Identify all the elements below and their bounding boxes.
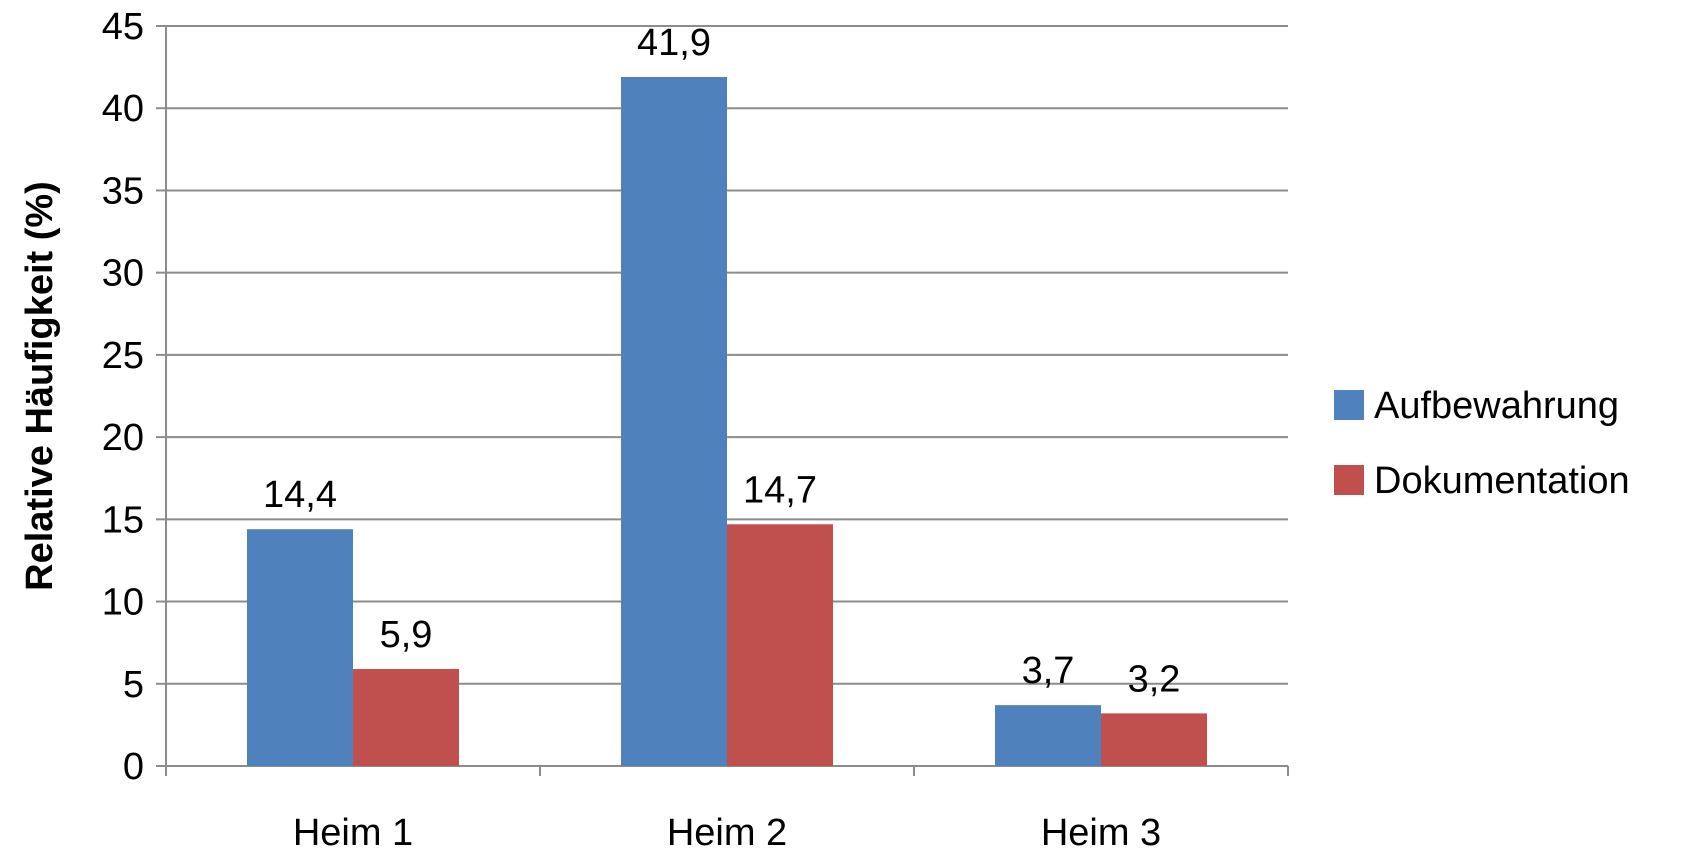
legend-label: Dokumentation [1374,460,1630,502]
y-tick-label: 10 [102,582,144,624]
y-tick-label: 20 [102,417,144,459]
data-label: 3,2 [1128,658,1181,700]
legend-label: Aufbewahrung [1374,385,1619,427]
data-label: 14,7 [743,469,817,511]
bar-aufbewahrung [995,705,1101,766]
x-tick-label: Heim 3 [1041,812,1161,854]
legend: Aufbewahrung Dokumentation [1334,385,1630,502]
data-label: 3,7 [1022,650,1075,692]
legend-swatch [1334,390,1364,420]
bar-dokumentation [1101,713,1207,766]
axes: 0 5 10 15 20 25 30 35 40 45 Heim 1 Heim 2 Heim 3 [102,6,1289,854]
y-tick-label: 5 [123,664,144,706]
y-tick-label: 25 [102,335,144,377]
y-tick-label: 40 [102,88,144,130]
y-axis-title: Relative Häufigkeit (%) [19,181,61,591]
y-tick-label: 45 [102,6,144,48]
legend-swatch [1334,465,1364,495]
data-labels: 14,4 5,9 41,9 14,7 3,7 3,2 [263,22,1180,700]
bar-aufbewahrung [621,76,727,766]
y-tick-label: 15 [102,499,144,541]
data-label: 5,9 [380,614,433,656]
bars [247,76,1207,766]
bar-dokumentation [727,524,833,766]
x-tick-label: Heim 2 [667,812,787,854]
data-label: 41,9 [637,22,711,64]
x-tick-label: Heim 1 [293,812,413,854]
bar-dokumentation [353,668,459,766]
data-label: 14,4 [263,474,337,516]
y-tick-label: 30 [102,253,144,295]
y-tick-label: 0 [123,746,144,788]
bar-aufbewahrung [247,529,353,766]
y-tick-label: 35 [102,170,144,212]
